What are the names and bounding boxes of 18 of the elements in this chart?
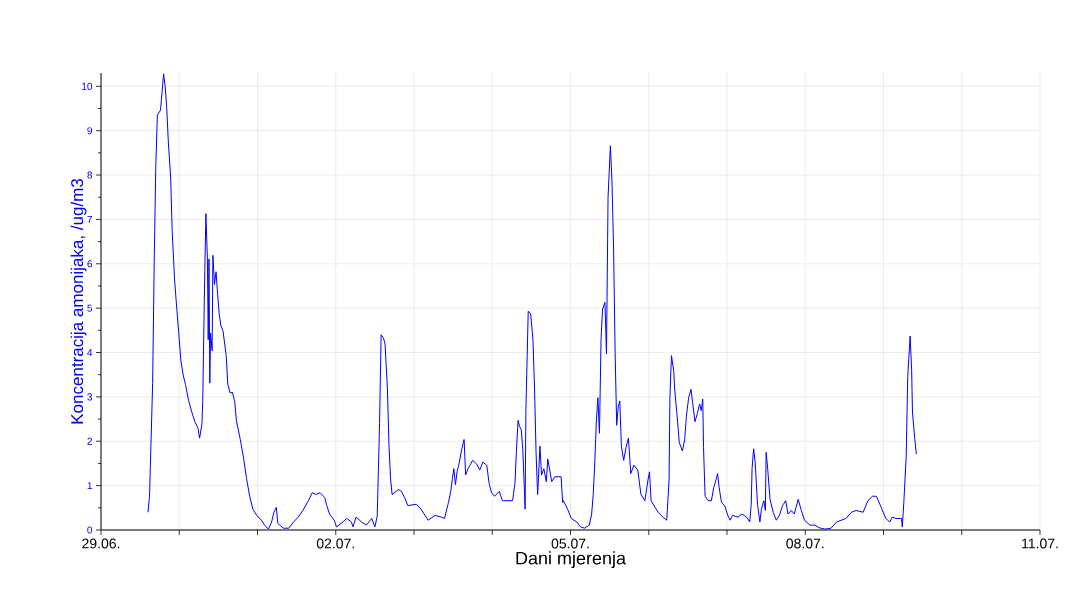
x-tick-label: 11.07. <box>1022 538 1058 549</box>
x-tick-label: 08.07. <box>786 538 824 549</box>
x-tick-label: 29.06. <box>82 538 120 549</box>
y-tick-label: 5 <box>87 304 93 312</box>
y-tick-label: 4 <box>87 349 93 356</box>
y-tick-label: 9 <box>87 127 93 135</box>
y-tick-label: 10 <box>82 82 93 90</box>
y-tick-label: 2 <box>87 437 92 445</box>
y-tick-label: 0 <box>87 526 93 534</box>
x-tick-label: 05.07. <box>551 538 589 549</box>
x-axis-title: Dani mjerenja <box>516 551 626 569</box>
y-tick-label: 7 <box>87 215 92 223</box>
x-tick-label: 02.07. <box>316 538 354 549</box>
y-tick-label: 6 <box>87 260 93 268</box>
y-tick-label: 8 <box>87 171 93 179</box>
y-tick-label: 3 <box>87 393 93 401</box>
y-axis-title: Koncentracija amonijaka, /ug/m3 <box>70 178 87 424</box>
y-tick-label: 1 <box>87 482 92 490</box>
